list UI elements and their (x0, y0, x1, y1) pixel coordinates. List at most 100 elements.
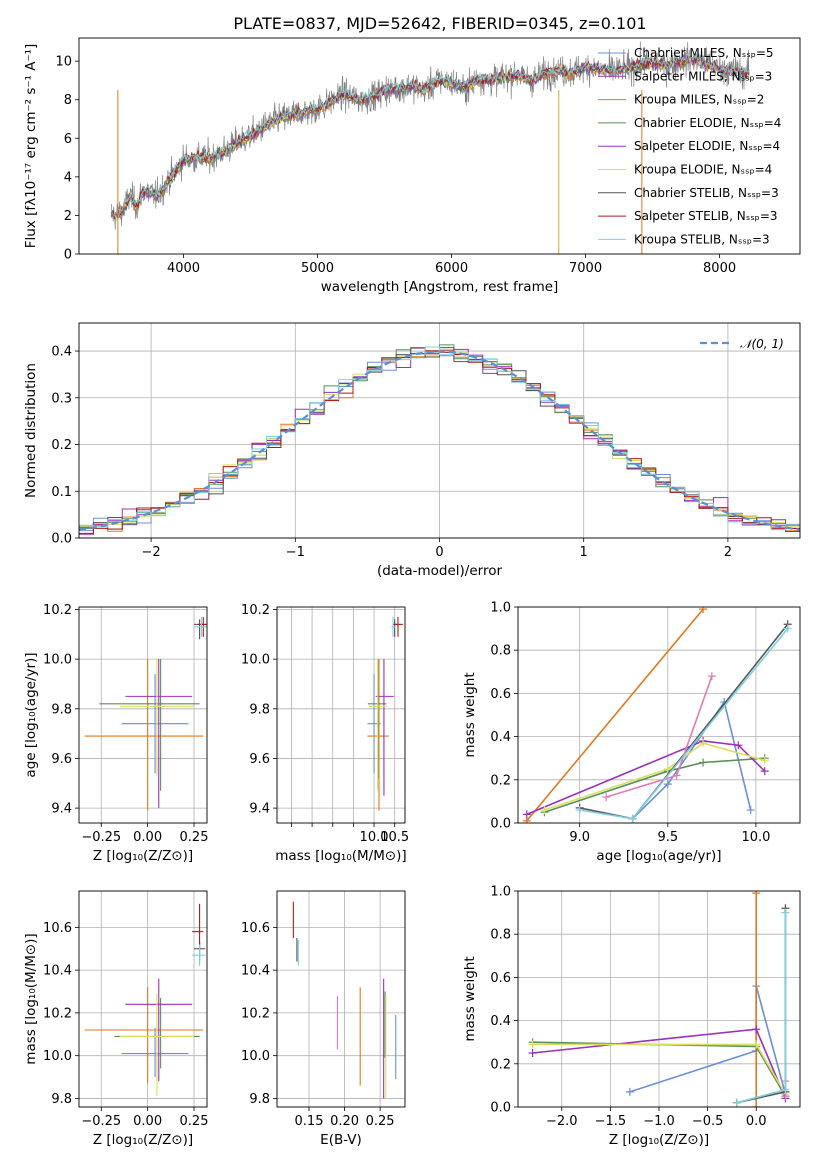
ticks: 4000 5000 6000 7000 8000 0 2 4 6 8 10 (55, 55, 736, 276)
y-tick-label: 9.8 (249, 1092, 270, 1107)
x-axis-label: Z [log₁₀(Z/Z⊙)] (609, 1132, 709, 1148)
x-axis-label: age [log₁₀(age/yr)] (596, 848, 721, 864)
ticks: 10.010.59.49.69.810.010.2 (241, 603, 409, 845)
mass-weight-marker (672, 771, 681, 780)
mass-weight-marker (752, 1040, 761, 1049)
x-tick-label: −0.25 (81, 1114, 121, 1129)
x-tick-label: −0.25 (81, 830, 121, 845)
x-tick-label: 5000 (301, 261, 334, 276)
mass-weight-line (544, 757, 765, 813)
legend-entry: Kroupa ELODIE, Nₛₛₚ=4 (634, 163, 772, 177)
y-tick-label: 10.0 (241, 653, 270, 668)
y-tick-label: 0.0 (490, 1101, 511, 1116)
x-tick-label: 0.25 (180, 1114, 209, 1129)
mass-weight-marker (663, 765, 672, 773)
model-spectrum-line (110, 52, 750, 219)
y-axis-label: mass weight (462, 672, 478, 757)
panel-residuals: −2 −1 0 1 2 0.0 0.1 0.2 0.3 0.4 (data-model)/error… (23, 322, 801, 579)
y-tick-label: 0 (64, 248, 72, 263)
mass-weight-marker (522, 810, 531, 819)
mass-weight-marker (540, 806, 549, 815)
y-tick-label: 10.2 (241, 603, 270, 618)
x-tick-label: 10.0 (360, 830, 389, 845)
y-tick-label: 9.6 (249, 752, 270, 767)
y-tick-label: 10.0 (43, 1049, 72, 1064)
x-axis-label: E(B-V) (320, 1132, 362, 1148)
x-tick-label: 0 (435, 545, 443, 560)
mass-weight-marker (528, 1040, 537, 1049)
grid-lines (277, 607, 405, 823)
y-tick-label: 10.0 (43, 653, 72, 668)
x-tick-label: −1.0 (643, 1114, 675, 1129)
ticks: −2.0 −1.5 −1.0 −0.5 0.0 0.0 0.2 0.4 0.6 0.8 1.0 (490, 885, 766, 1130)
observed-spectrum-line (110, 41, 750, 230)
panel-age_vs_Z: −0.25 0.00 0.25 9.4 9.6 9.8 10.0 10.2 Z [log₁₀(Z… (23, 603, 208, 864)
panel-massweight_vs_Z: −2.0 −1.5 −1.0 −0.5 0.0 0.0 0.2 0.4 0.6 0.8 1.0 Z [… (462, 885, 801, 1148)
legend-entry: Chabrier MILES, Nₛₛₚ=5 (634, 46, 774, 60)
axes-frame (78, 37, 801, 255)
legend-entry: Salpeter ELODIE, Nₛₛₚ=4 (634, 139, 780, 153)
y-axis-label: Flux [fλ10⁻¹⁷ erg cm⁻² s⁻¹ A⁻¹] (23, 44, 39, 249)
ticks: 0.15 0.20 0.25 9.8 10.0 10.2 10.4 10.6 (241, 921, 395, 1129)
y-tick-label: 10.6 (241, 921, 270, 936)
y-tick-label: 1.0 (490, 601, 511, 616)
x-tick-label: 0.15 (295, 1114, 324, 1129)
x-tick-label: 10.0 (741, 830, 770, 845)
normal-curve (79, 350, 800, 531)
y-tick-label: 0.3 (51, 391, 72, 406)
panel-mass_vs_EBV: 0.15 0.20 0.25 9.8 10.0 10.2 10.4 10.6 E(B-V) (241, 890, 406, 1148)
grid-lines (518, 890, 800, 1108)
y-tick-label: 10.4 (241, 964, 270, 979)
y-tick-label: 0.2 (490, 1057, 511, 1072)
ticks: 9.0 9.5 10.0 0.0 0.2 0.4 0.6 0.8 1.0 (490, 601, 770, 846)
x-tick-label: 0.00 (133, 830, 162, 845)
axes-frame (517, 606, 801, 824)
y-tick-label: 10.2 (241, 1006, 270, 1021)
axes-frame (517, 890, 801, 1108)
mass-weight-marker (783, 624, 792, 633)
x-tick-label: 0.00 (133, 1114, 162, 1129)
mass-weight-marker (752, 1025, 761, 1034)
axes-frame (78, 606, 208, 824)
mass-weight-marker (663, 780, 672, 789)
x-tick-label: 4000 (167, 261, 200, 276)
x-tick-label: 9.0 (569, 830, 590, 845)
y-tick-label: 9.8 (51, 1092, 72, 1107)
x-tick-label: −1 (286, 545, 305, 560)
mass-weight-marker (752, 1103, 761, 1107)
x-axis-label: Z [log₁₀(Z/Z⊙)] (93, 1132, 193, 1148)
mass-weight-line (526, 740, 766, 816)
y-tick-label: 0.6 (490, 971, 511, 986)
plot-area (528, 891, 790, 1107)
x-tick-label: −2.0 (546, 1114, 578, 1129)
panel-massweight_vs_age: 9.0 9.5 10.0 0.0 0.2 0.4 0.6 0.8 1.0 age [log₁₀(a… (462, 601, 801, 864)
y-tick-label: 9.8 (249, 702, 270, 717)
y-axis-label: age [log₁₀(age/yr)] (23, 652, 39, 777)
ticks: −2 −1 0 1 2 0.0 0.1 0.2 0.3 0.4 (51, 345, 732, 560)
x-tick-label: 8000 (703, 261, 736, 276)
x-tick-label: 0.0 (746, 1114, 767, 1129)
grid-lines (518, 606, 800, 824)
mass-weight-marker (760, 756, 769, 765)
grid-lines (79, 607, 207, 823)
x-tick-label: −0.5 (692, 1114, 724, 1129)
x-tick-label: 2 (724, 545, 732, 560)
mass-weight-marker (602, 793, 611, 802)
y-tick-label: 9.6 (51, 752, 72, 767)
ticks: −0.25 0.00 0.25 9.4 9.6 9.8 10.0 10.2 (43, 603, 208, 845)
x-axis-label: Z [log₁₀(Z/Z⊙)] (93, 848, 193, 864)
legend-entry: Chabrier STELIB, Nₛₛₚ=3 (634, 186, 779, 200)
y-tick-label: 0.8 (490, 644, 511, 659)
x-axis-label: wavelength [Angstrom, rest frame] (321, 279, 559, 295)
y-tick-label: 4 (64, 170, 72, 185)
y-tick-label: 9.4 (51, 802, 72, 817)
mass-weight-marker (746, 806, 755, 815)
mass-weight-marker (575, 806, 584, 815)
legend-entry: Kroupa STELIB, Nₛₛₚ=3 (634, 232, 770, 246)
y-tick-label: 10.2 (43, 1006, 72, 1021)
panel-spectrum: 4000 5000 6000 7000 8000 0 2 4 6 8 10 wavelength [A… (23, 37, 801, 295)
y-tick-label: 6 (64, 132, 72, 147)
panel-mass_vs_Z: −0.25 0.00 0.25 9.8 10.0 10.2 10.4 10.6 Z [log₁₀… (23, 890, 209, 1148)
plot-area (84, 903, 206, 1097)
